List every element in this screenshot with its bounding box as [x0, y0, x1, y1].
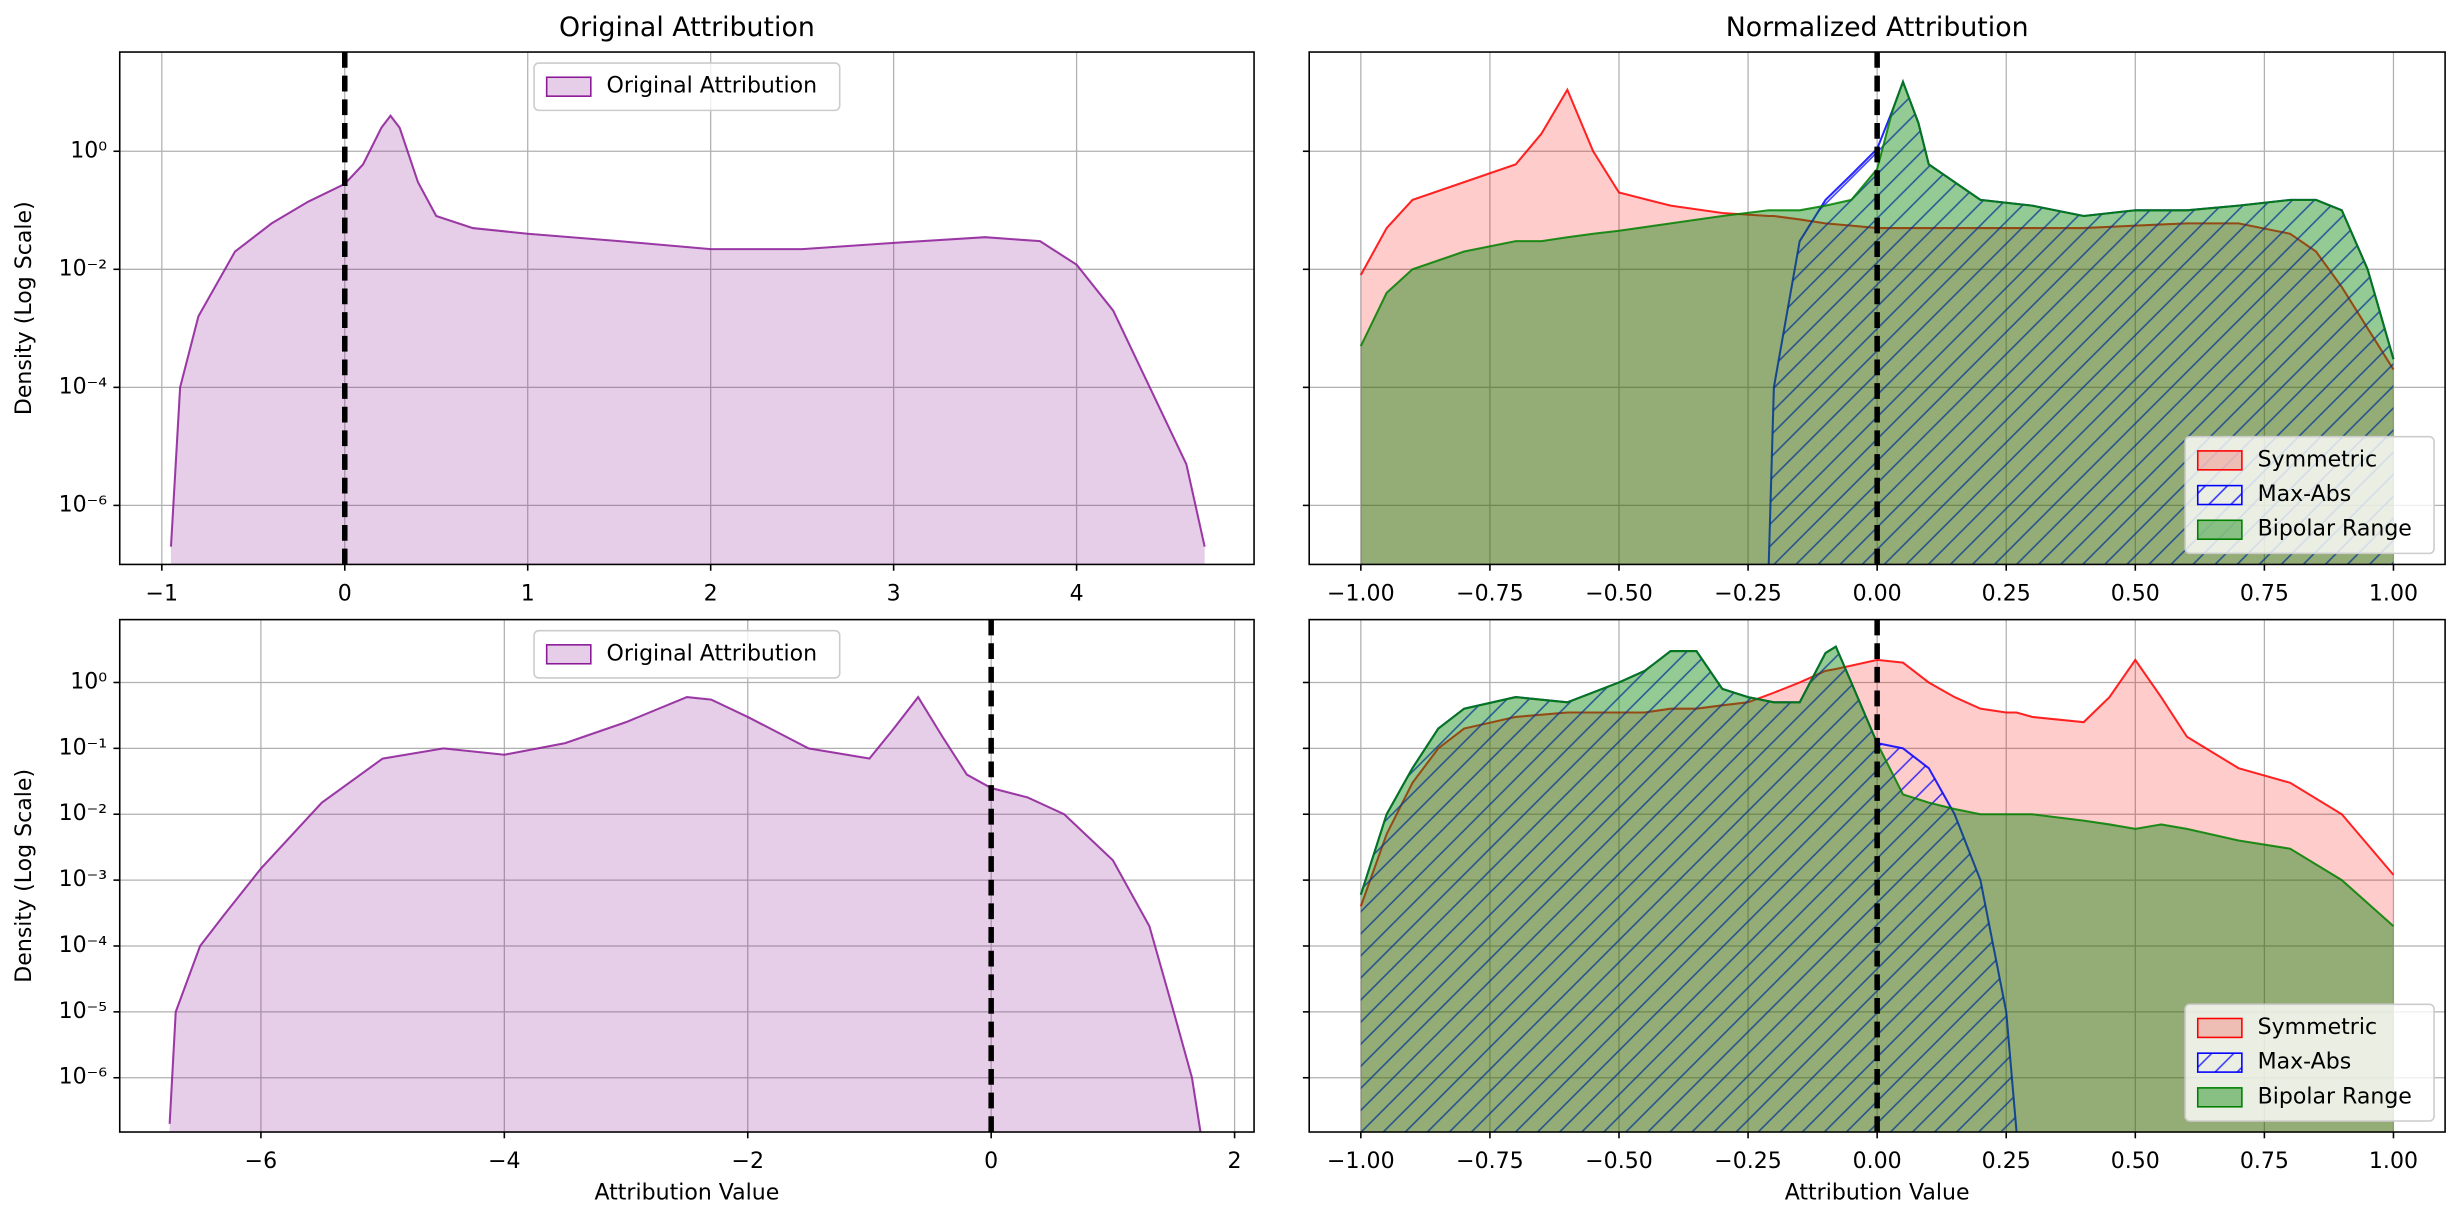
x-tick-label: −4 — [488, 1149, 520, 1174]
plot-area — [1359, 645, 2395, 1133]
y-axis-label: Density (Log Scale) — [12, 201, 37, 415]
y-tick-label: 10⁻⁴ — [59, 933, 108, 958]
legend: Original Attribution — [533, 62, 841, 112]
axes-frame — [118, 51, 1255, 566]
y-tick-label: 10⁻⁵ — [59, 999, 108, 1024]
legend-label: Symmetric — [2258, 447, 2377, 472]
legend-swatch — [545, 644, 592, 665]
x-axis-label: Attribution Value — [594, 1180, 779, 1205]
y-tick-label: 10⁻² — [59, 801, 108, 826]
y-tick-label: 10⁰ — [70, 138, 107, 163]
legend-swatch — [545, 76, 592, 97]
x-tick-label: −6 — [245, 1149, 277, 1174]
x-tick-label: 1.00 — [2369, 581, 2418, 606]
x-tick-label: 0.75 — [2240, 1149, 2289, 1174]
legend-label: Original Attribution — [607, 74, 818, 99]
legend-label: Original Attribution — [607, 641, 818, 666]
x-tick-label: 0.00 — [1853, 581, 1902, 606]
x-tick-label: −1 — [146, 581, 178, 606]
x-tick-label: −0.25 — [1714, 1149, 1782, 1174]
plot-area — [168, 695, 1202, 1133]
x-axis-label: Attribution Value — [1785, 1180, 1970, 1205]
plot-area — [169, 114, 1206, 565]
y-tick-label: 10⁻⁴ — [59, 374, 108, 399]
x-tick-label: 4 — [1070, 581, 1084, 606]
legend: Symmetric Max-Abs Bipolar Range — [2184, 435, 2435, 555]
legend: Original Attribution — [533, 629, 841, 679]
axes-frame — [1308, 51, 2446, 566]
legend: Symmetric Max-Abs Bipolar Range — [2184, 1003, 2435, 1122]
legend-swatch — [2196, 1017, 2243, 1039]
x-tick-label: 2 — [1228, 1149, 1242, 1174]
legend-swatch — [2196, 519, 2243, 540]
x-tick-label: 1 — [521, 581, 535, 606]
density-line — [1359, 78, 2395, 360]
axes-frame — [1308, 618, 2446, 1133]
y-tick-label: 10⁻¹ — [59, 735, 108, 760]
x-tick-label: 1.00 — [2369, 1149, 2418, 1174]
x-tick-label: −0.25 — [1714, 581, 1782, 606]
x-tick-label: 0 — [338, 581, 352, 606]
density-area — [169, 697, 1201, 1133]
legend-box — [533, 62, 841, 112]
x-tick-label: −2 — [732, 1149, 764, 1174]
x-tick-label: 0.50 — [2111, 581, 2160, 606]
legend-swatch — [2196, 1052, 2243, 1073]
x-tick-label: 0.25 — [1982, 581, 2031, 606]
x-tick-label: −1.00 — [1327, 1149, 1395, 1174]
x-tick-label: 0.50 — [2111, 1149, 2160, 1174]
density-area — [1360, 646, 2017, 1133]
density-line — [1359, 645, 2395, 927]
y-tick-label: 10⁻⁶ — [59, 492, 108, 517]
axes-frame — [118, 618, 1255, 1133]
chart-title: Normalized Attribution — [1726, 12, 2029, 43]
legend-label: Symmetric — [2258, 1015, 2377, 1040]
x-tick-label: 3 — [887, 581, 901, 606]
x-tick-label: −1.00 — [1327, 581, 1395, 606]
x-tick-label: −0.75 — [1456, 1149, 1524, 1174]
legend-swatch — [2196, 484, 2243, 506]
legend-label: Bipolar Range — [2258, 1084, 2412, 1109]
x-tick-label: −0.50 — [1585, 1149, 1653, 1174]
x-tick-label: 0.00 — [1853, 1149, 1902, 1174]
y-tick-label: 10⁻³ — [59, 867, 108, 892]
x-tick-label: 0.25 — [1982, 1149, 2031, 1174]
x-tick-label: −0.75 — [1456, 581, 1524, 606]
legend-box — [2184, 1003, 2435, 1122]
legend-label: Max-Abs — [2258, 1050, 2352, 1075]
x-tick-label: 0.75 — [2240, 581, 2289, 606]
y-tick-label: 10⁰ — [70, 669, 107, 694]
legend-label: Bipolar Range — [2258, 517, 2412, 542]
legend-box — [2184, 435, 2435, 555]
density-line — [168, 695, 1202, 1133]
y-tick-label: 10⁻² — [59, 256, 108, 281]
y-tick-label: 10⁻⁶ — [59, 1065, 108, 1090]
legend-label: Max-Abs — [2258, 482, 2352, 507]
density-line — [169, 114, 1206, 547]
legend-box — [533, 629, 841, 679]
legend-swatch — [2196, 450, 2243, 471]
x-tick-label: 0 — [984, 1149, 998, 1174]
chart-title: Original Attribution — [559, 12, 815, 43]
x-tick-label: −0.50 — [1585, 581, 1653, 606]
legend-swatch — [2196, 1087, 2243, 1108]
y-axis-label: Density (Log Scale) — [12, 769, 37, 983]
x-tick-label: 2 — [704, 581, 718, 606]
density-area — [170, 115, 1205, 565]
